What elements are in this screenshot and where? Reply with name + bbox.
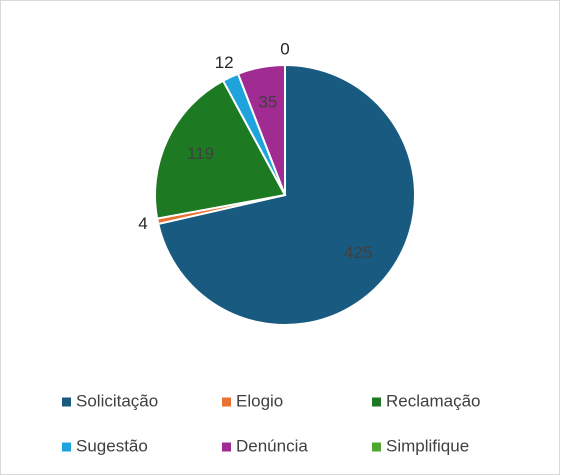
pie-slice: [154, 79, 287, 220]
data-label: 119: [187, 144, 214, 163]
legend-label: Solicitação: [76, 391, 158, 410]
pie-slice: [157, 63, 416, 326]
data-label: 35: [258, 92, 277, 111]
legend-label: Denúncia: [236, 436, 308, 455]
legend-marker: [372, 397, 381, 407]
legend-marker: [222, 397, 231, 407]
legend-label: Simplifique: [386, 436, 469, 455]
legend-marker: [62, 442, 71, 452]
data-label: 12: [215, 53, 234, 72]
legend-label: Elogio: [236, 391, 283, 410]
data-label: 4: [138, 214, 147, 233]
legend-marker: [372, 442, 381, 452]
legend-marker: [222, 442, 231, 452]
legend-label: Reclamação: [386, 391, 481, 410]
legend-label: Sugestão: [76, 436, 148, 455]
legend-marker: [62, 397, 71, 407]
data-label: 425: [344, 243, 372, 262]
data-label: 0: [280, 39, 289, 58]
